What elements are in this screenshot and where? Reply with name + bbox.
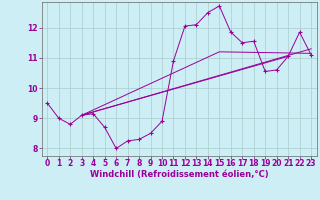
X-axis label: Windchill (Refroidissement éolien,°C): Windchill (Refroidissement éolien,°C) — [90, 170, 268, 179]
